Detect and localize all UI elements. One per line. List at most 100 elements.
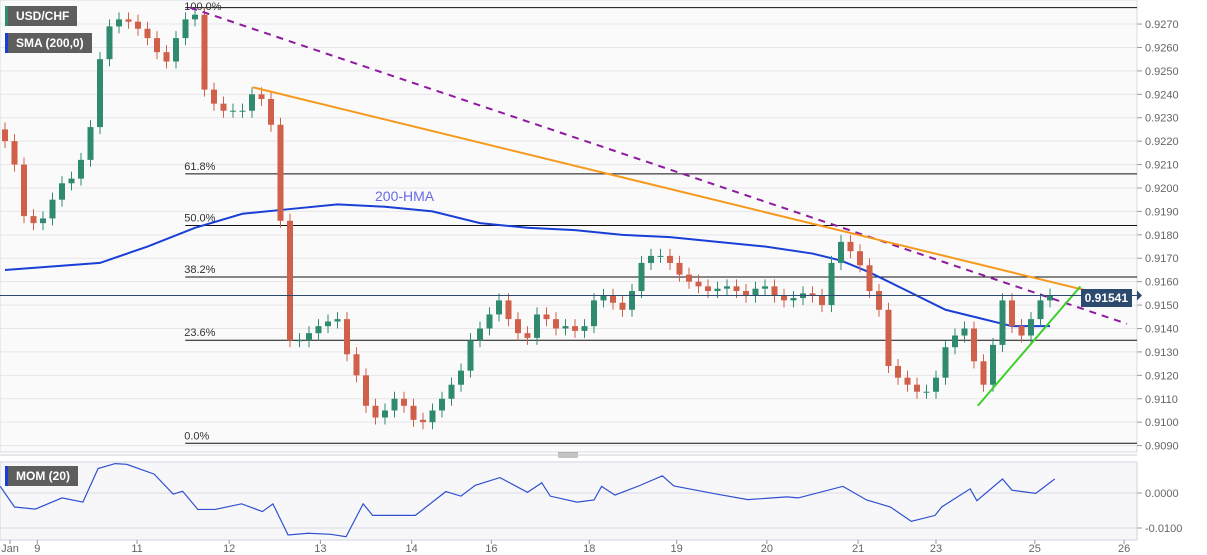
candle-body [838,241,844,263]
candle-body [809,293,816,296]
candle-body [553,319,559,329]
candle-body [439,398,445,411]
candle-body [752,288,759,296]
fib-level-label: 23.6% [184,327,215,339]
trendline [189,6,1128,325]
y-tick-label: 0.9130 [1145,347,1179,359]
candle-body [933,377,939,392]
price-tag-pointer-icon [1137,290,1142,301]
y-tick-label: 0.9140 [1145,324,1179,336]
candle-body [876,291,882,310]
candle-body [952,335,958,348]
pane-resize-handle-icon[interactable] [558,452,578,458]
candle-body [904,377,911,385]
y-tick-label: 0.9190 [1145,206,1179,218]
y-tick-label: 0.9220 [1145,136,1179,148]
candle-body [315,326,322,334]
x-tick-label: 23 [930,543,942,555]
y-tick-label: 0.9180 [1145,230,1179,242]
x-tick-label: 16 [485,543,497,555]
candle-body [163,52,170,62]
candle-body [486,314,493,329]
candle-body [458,370,464,385]
y-tick-label: 0.9150 [1145,300,1179,312]
candle-body [828,262,835,306]
candle-body [667,255,673,263]
candle-body [638,262,645,292]
trendline [252,86,1128,302]
candle-body [448,384,455,399]
hma-label: 200-HMA [375,188,435,204]
y-tick-label: 0.9090 [1145,441,1179,453]
candle-body [600,295,607,301]
x-tick-label: 19 [671,543,683,555]
candle-body [857,251,863,266]
candle-body [325,321,331,327]
candle-body [961,328,968,336]
y-tick-label: 0.9120 [1145,370,1179,382]
candle-body [391,398,398,411]
candle-body [847,241,854,252]
candle-body [268,98,274,125]
y-tick-label: 0.9210 [1145,160,1179,172]
candle-body [790,298,797,301]
candle-body [30,216,37,224]
fib-level-label: 38.2% [184,264,215,276]
candle-body [781,295,787,301]
trendline [977,285,1082,407]
y-tick-label: 0.9240 [1145,89,1179,101]
x-tick-label: 18 [583,543,595,555]
symbol-label[interactable]: USD/CHF [5,6,78,26]
candle-body [372,405,379,418]
candle-body [733,286,740,292]
y-tick-label: 0.9260 [1145,42,1179,54]
candle-body [705,286,711,292]
candle-body [258,94,265,99]
candle-body [40,218,46,224]
oscillator-label[interactable]: MOM (20) [5,466,78,486]
candle-body [657,255,664,257]
candle-body [87,127,94,160]
candle-body [97,59,103,128]
candle-body [78,159,84,179]
candle-body [287,220,293,341]
candle-body [1047,295,1053,301]
x-tick-label: 25 [1029,543,1041,555]
candle-body [771,286,778,296]
candle-body [420,419,426,423]
candle-body [201,14,208,90]
fib-level-label: 50.0% [184,212,215,224]
momentum-line [0,462,1056,538]
candle-body [230,110,236,112]
candle-body [999,300,1006,345]
candle-body [477,328,483,341]
candle-body [344,319,350,355]
candle-body [562,326,569,329]
candle-body [334,319,341,322]
candle-body [505,300,512,320]
candle-body [724,286,730,289]
y-tick-label: 0.9160 [1145,277,1179,289]
candle-body [296,340,303,342]
candle-body [885,309,892,366]
last-price-tag: 0.91541 [1080,289,1132,307]
candle-body [382,410,388,418]
candle-body [154,38,160,53]
candle-body [68,178,75,184]
candle-body [410,405,417,420]
candle-body [239,110,246,112]
candle-body [629,291,635,310]
candle-body [1037,300,1044,320]
candle-body [676,262,683,275]
candle-body [1009,300,1015,327]
candle-body [135,21,141,29]
candle-body [534,314,540,338]
candle-body [429,410,436,423]
candle-body [524,333,531,338]
x-tick-label: Jan [1,543,19,555]
indicator-label[interactable]: SMA (200,0) [5,33,92,53]
momentum-pane [0,461,1138,541]
hma-line [4,203,1050,328]
x-tick-label: 13 [314,543,326,555]
candle-body [49,199,56,219]
